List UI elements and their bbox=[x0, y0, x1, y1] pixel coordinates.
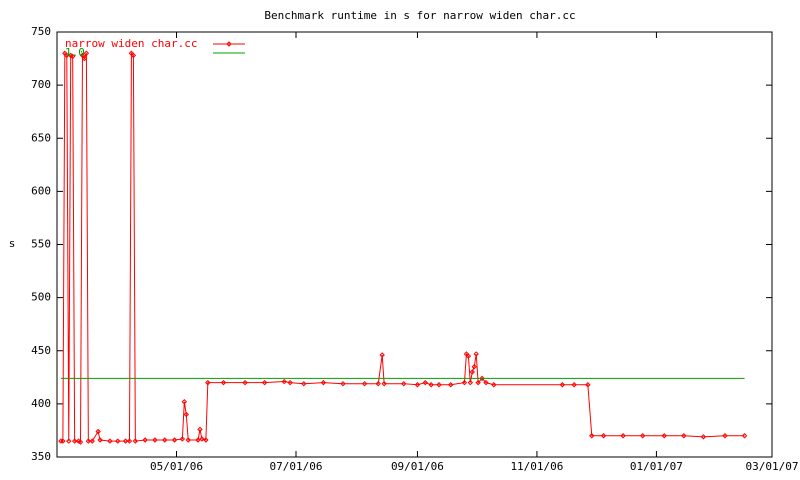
data-point bbox=[467, 379, 474, 386]
x-tick-label: 11/01/06 bbox=[510, 460, 563, 473]
data-point bbox=[428, 382, 434, 388]
data-point bbox=[422, 379, 428, 386]
data-point bbox=[571, 382, 577, 388]
y-tick-label: 700 bbox=[31, 78, 51, 91]
x-tick-label: 09/01/06 bbox=[391, 460, 444, 473]
data-point bbox=[81, 55, 88, 62]
data-point bbox=[475, 379, 481, 386]
data-point bbox=[401, 380, 407, 387]
data-point bbox=[479, 375, 485, 382]
legend-label: narrow widen char.cc bbox=[65, 37, 197, 50]
data-point bbox=[97, 437, 103, 443]
x-tick-label: 03/01/07 bbox=[746, 460, 799, 473]
data-point bbox=[220, 379, 227, 386]
data-point bbox=[469, 369, 475, 375]
legend-marker bbox=[226, 41, 232, 47]
data-point bbox=[379, 352, 385, 358]
data-point bbox=[69, 53, 76, 60]
x-tick-label: 05/01/06 bbox=[150, 460, 203, 473]
data-point bbox=[640, 433, 646, 439]
y-tick-label: 600 bbox=[31, 184, 51, 197]
data-point bbox=[473, 351, 479, 357]
data-point bbox=[83, 50, 90, 56]
y-tick-label: 550 bbox=[31, 238, 51, 251]
data-point bbox=[461, 379, 468, 386]
data-point bbox=[381, 380, 387, 387]
data-point bbox=[287, 379, 293, 386]
data-point bbox=[340, 380, 346, 387]
data-point bbox=[115, 438, 121, 444]
data-point bbox=[585, 382, 591, 388]
plot-frame bbox=[56, 31, 773, 458]
data-point bbox=[126, 438, 133, 444]
data-point bbox=[559, 382, 566, 388]
data-point bbox=[491, 382, 497, 388]
data-point bbox=[64, 52, 70, 59]
y-tick-label: 350 bbox=[31, 450, 51, 463]
data-point bbox=[205, 379, 211, 386]
data-point bbox=[681, 433, 687, 439]
chart-title: Benchmark runtime in s for narrow widen … bbox=[264, 9, 575, 22]
data-point bbox=[448, 382, 454, 388]
data-point bbox=[66, 438, 72, 444]
data-point bbox=[465, 353, 472, 359]
x-tick-label: 01/01/07 bbox=[630, 460, 683, 473]
data-point bbox=[107, 438, 113, 444]
legend-label: 1.0 bbox=[65, 46, 85, 59]
data-point bbox=[162, 437, 168, 443]
data-point bbox=[375, 380, 381, 387]
data-point bbox=[152, 437, 158, 443]
data-point bbox=[620, 433, 626, 439]
data-point bbox=[179, 436, 186, 442]
data-point bbox=[589, 433, 595, 439]
data-point bbox=[242, 379, 248, 386]
data-point bbox=[483, 379, 489, 386]
series-line bbox=[60, 51, 745, 443]
data-point bbox=[71, 438, 78, 444]
y-tick-label: 450 bbox=[31, 344, 51, 357]
y-tick-label: 400 bbox=[31, 397, 51, 410]
data-point bbox=[171, 437, 178, 443]
data-point bbox=[722, 433, 728, 439]
data-point bbox=[89, 438, 95, 444]
data-point bbox=[195, 437, 201, 443]
data-point bbox=[85, 438, 92, 444]
data-point bbox=[181, 399, 188, 405]
data-point bbox=[185, 437, 191, 443]
data-point bbox=[471, 363, 477, 370]
y-axis-label: s bbox=[9, 237, 16, 250]
data-point bbox=[199, 436, 205, 442]
data-point bbox=[95, 428, 101, 435]
data-point bbox=[301, 380, 307, 387]
data-point bbox=[197, 426, 203, 433]
y-tick-label: 750 bbox=[31, 25, 51, 38]
data-point bbox=[661, 433, 667, 439]
data-point bbox=[122, 438, 129, 444]
data-point bbox=[741, 433, 748, 439]
y-tick-label: 650 bbox=[31, 131, 51, 144]
data-point bbox=[700, 434, 707, 440]
data-point bbox=[132, 438, 139, 444]
data-point bbox=[281, 378, 287, 385]
data-point bbox=[203, 437, 209, 443]
y-tick-label: 500 bbox=[31, 291, 51, 304]
x-tick-label: 07/01/06 bbox=[269, 460, 322, 473]
data-point bbox=[183, 411, 189, 418]
data-point bbox=[436, 382, 442, 388]
data-point bbox=[414, 382, 421, 388]
data-point bbox=[142, 437, 148, 443]
data-point bbox=[320, 379, 327, 386]
data-point bbox=[261, 379, 268, 386]
data-point bbox=[130, 52, 137, 59]
data-point bbox=[77, 439, 84, 445]
data-point bbox=[361, 380, 368, 387]
data-point bbox=[600, 433, 607, 439]
data-point bbox=[60, 438, 66, 444]
data-point bbox=[58, 438, 64, 444]
data-point bbox=[79, 52, 86, 59]
